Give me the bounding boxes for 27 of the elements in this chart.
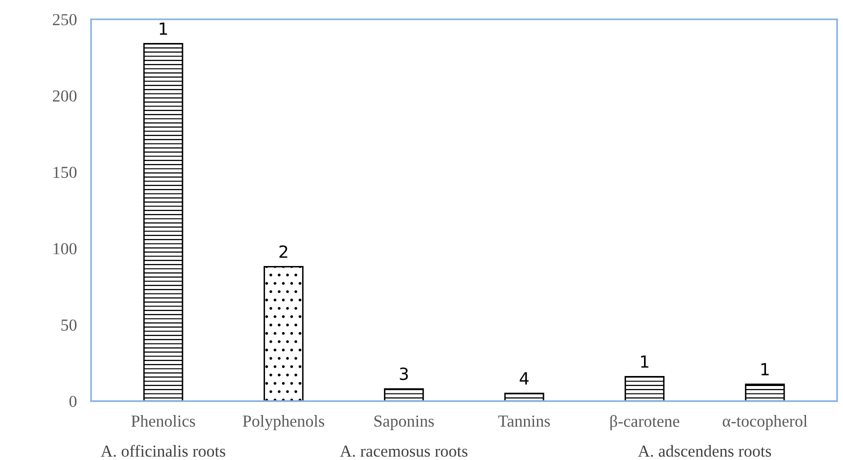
annotation: 1 (761, 363, 769, 376)
text: A. adscendens roots (638, 445, 772, 457)
annotation: 1 (641, 356, 648, 368)
y-tick-label: 100 (54, 243, 77, 254)
y-tick-label: 150 (54, 166, 77, 178)
annotation: 3 (400, 368, 408, 380)
x-tick-label: Saponins (374, 416, 434, 430)
y-tick-label: 250 (52, 14, 77, 26)
annotation: 4 (520, 372, 529, 384)
text: A. officinalis roots (100, 444, 226, 457)
bar (143, 43, 184, 402)
text: A. racemosus roots (340, 446, 468, 457)
x-tick-label: Polyphenols (242, 415, 324, 430)
x-tick-label: β-carotene (610, 415, 680, 430)
x-tick-label: α-tocopherol (722, 415, 808, 430)
annotation: 1 (160, 22, 168, 35)
y-tick-label: 0 (69, 396, 77, 408)
bar (744, 384, 785, 402)
annotation: 2 (279, 245, 288, 258)
bar (624, 376, 665, 402)
y-tick-label: 200 (52, 90, 77, 102)
bar (504, 392, 544, 402)
x-tick-label: Tannins (498, 416, 550, 427)
y-tick-label: 50 (61, 319, 77, 331)
bar (384, 388, 424, 402)
bar (264, 266, 304, 402)
x-tick-label: Phenolics (131, 415, 196, 427)
